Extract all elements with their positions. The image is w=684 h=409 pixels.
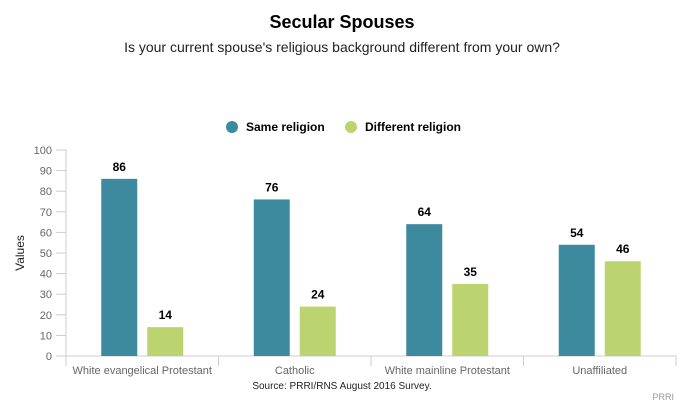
bars: 86 14 76 24 64 35 54 46 [101, 160, 641, 356]
data-label: 86 [113, 160, 127, 174]
x-tick-label: Catholic [275, 365, 315, 377]
y-tick-label: 60 [40, 227, 52, 239]
bar-same-religion [558, 244, 595, 356]
x-tick-label: White evangelical Protestant [73, 365, 212, 377]
y-axis-label: Values [13, 235, 27, 271]
bar-different-religion [299, 306, 336, 356]
y-tick-label: 30 [40, 289, 52, 301]
x-tick-label: Unaffiliated [572, 365, 627, 377]
bar-different-religion [604, 261, 641, 356]
credit: PRRI [652, 392, 674, 402]
source-note: Source: PRRI/RNS August 2016 Survey. [252, 381, 431, 392]
legend-marker [226, 121, 238, 133]
chart-title: Secular Spouses [269, 12, 414, 32]
bar-same-religion [101, 178, 138, 356]
bar-same-religion [406, 224, 443, 356]
y-tick-label: 0 [46, 351, 52, 363]
x-tick-label: White mainline Protestant [385, 365, 510, 377]
legend-label: Different religion [365, 120, 461, 134]
y-tick-label: 70 [40, 207, 52, 219]
axes: 0 10 20 30 40 50 60 70 80 90 100 White evangelical … [34, 145, 677, 377]
legend-marker [345, 121, 357, 133]
bar-same-religion [253, 199, 290, 356]
data-label: 46 [616, 242, 630, 256]
chart-subtitle: Is your current spouse's religious backg… [124, 39, 560, 55]
y-tick-label: 20 [40, 310, 52, 322]
y-tick-label: 10 [40, 330, 52, 342]
y-tick-label: 50 [40, 248, 52, 260]
bar-different-religion [147, 327, 184, 356]
data-label: 14 [159, 308, 173, 322]
legend: Same religion Different religion [226, 120, 461, 134]
y-tick-label: 80 [40, 186, 52, 198]
y-tick-label: 90 [40, 166, 52, 178]
data-label: 35 [464, 265, 478, 279]
data-label: 24 [311, 288, 325, 302]
y-tick-label: 100 [34, 145, 52, 157]
y-tick-label: 40 [40, 269, 52, 281]
bar-different-religion [452, 283, 489, 356]
legend-label: Same religion [246, 120, 325, 134]
data-label: 64 [418, 205, 432, 219]
data-label: 76 [265, 180, 279, 194]
data-label: 54 [570, 226, 584, 240]
